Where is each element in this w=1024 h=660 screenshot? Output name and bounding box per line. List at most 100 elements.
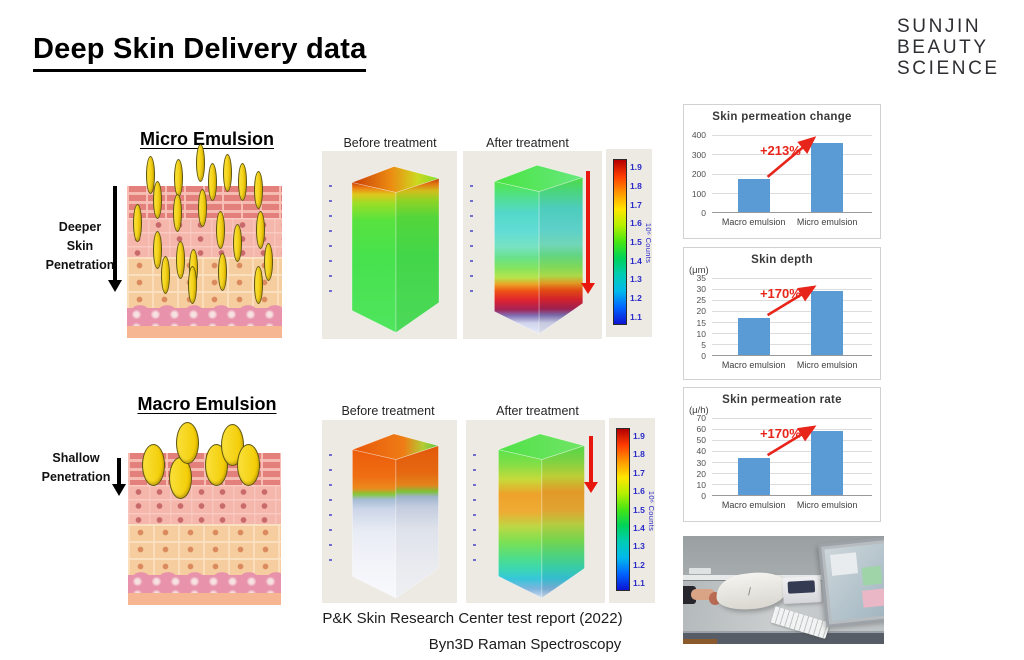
chart-gridline — [712, 484, 872, 485]
chart-title: Skin permeation change — [712, 111, 852, 123]
photo-monitor-screen — [824, 543, 884, 622]
emulsion-droplet — [237, 163, 247, 201]
emulsion-droplet — [172, 194, 182, 232]
y-tick-label: 50 — [696, 435, 706, 446]
growth-arrow-icon — [766, 425, 817, 457]
chart-gridline — [712, 278, 872, 279]
emulsion-droplet — [217, 253, 227, 291]
x-category-label: Macro emulsion — [721, 500, 786, 510]
skin-layer-basal — [127, 300, 282, 326]
micro-emulsion-heading: Micro Emulsion — [139, 129, 274, 149]
emulsion-droplet — [175, 241, 185, 279]
growth-annotation: +170% — [759, 286, 801, 302]
chart-x-axis: Macro emulsion Micro emulsion — [712, 360, 872, 376]
raman-block — [350, 166, 441, 334]
chart-gridline — [712, 462, 872, 463]
chart-x-axis: Macro emulsion Micro emulsion — [712, 500, 872, 516]
photo-desk-edge — [683, 631, 884, 644]
emulsion-droplet — [187, 266, 197, 304]
y-tick-label: 70 — [696, 413, 706, 423]
emulsion-droplet — [263, 243, 273, 281]
colorbar-tick-label: 1.2 — [633, 559, 645, 570]
colorbar-ticks: 1.9 1.8 1.7 1.6 1.5 1.4 1.3 1.2 1.1 — [633, 428, 649, 591]
emulsion-droplet — [152, 181, 162, 219]
y-tick-label: 10 — [696, 479, 706, 490]
macro-colorbar: 1.9 1.8 1.7 1.6 1.5 1.4 1.3 1.2 1.1 10⁶ Counts — [609, 418, 656, 603]
micro-before-label: Before treatment — [343, 136, 437, 150]
chart-skin-permeation-rate: Skin permeation rate (μ/h) 70 60 50 40 30 20 1… — [683, 387, 881, 522]
x-category-label: Micro emulsion — [796, 500, 858, 510]
emulsion-droplet — [173, 159, 183, 197]
y-tick-label: 0 — [701, 351, 706, 361]
chart-gridline — [712, 344, 872, 345]
skin-layer-epidermis — [128, 484, 281, 525]
raman-block — [351, 433, 440, 599]
chart-plot-area: +170% — [712, 418, 872, 496]
y-tick-label: 100 — [691, 188, 706, 199]
y-tick-label: 10 — [696, 328, 706, 339]
colorbar-tick-label: 1.1 — [630, 311, 642, 322]
y-tick-label: 25 — [696, 295, 706, 306]
chart-y-axis: 35 30 25 20 15 10 5 0 — [684, 273, 709, 361]
chart-y-axis: 400 300 200 100 0 — [684, 130, 709, 218]
colorbar-tick-label: 1.6 — [630, 218, 642, 229]
colorbar-tick-label: 1.5 — [630, 237, 642, 247]
y-tick-label: 300 — [691, 149, 706, 160]
chart-gridline — [712, 311, 872, 312]
emulsion-droplet — [255, 211, 265, 249]
colorbar-unit-label: 10⁶ Counts — [644, 222, 653, 264]
chart-x-axis: Macro emulsion Micro emulsion — [712, 217, 872, 233]
micro-before-raman-plot — [322, 151, 457, 339]
photo-wood-trim — [683, 639, 717, 644]
shallow-penetration-arrow-icon — [112, 458, 126, 496]
chart-unit-label: (μ/h) — [689, 405, 709, 416]
colorbar-tick-label: 1.9 — [633, 431, 645, 442]
emulsion-droplet — [175, 422, 199, 464]
chart-skin-permeation-change: Skin permeation change 400 300 200 100 0 +21… — [683, 104, 881, 239]
macro-skin-illustration — [128, 422, 281, 605]
raman-axis-ticks — [329, 185, 332, 305]
chart-title: Skin permeation rate — [722, 394, 842, 406]
chart-bar-micro-emulsion — [811, 142, 844, 212]
y-tick-label: 30 — [696, 284, 706, 295]
deeper-penetration-arrow-icon — [108, 186, 122, 292]
y-tick-label: 200 — [691, 169, 706, 179]
colorbar-tick-label: 1.8 — [630, 180, 642, 191]
micro-after-label: After treatment — [486, 136, 569, 150]
emulsion-droplet — [236, 444, 260, 486]
skin-layer-dermis — [128, 524, 281, 575]
colorbar-tick-label: 1.5 — [633, 504, 645, 515]
x-category-label: Macro emulsion — [721, 360, 786, 370]
logo-line-1: SUNJIN — [897, 16, 982, 37]
chart-gridline — [712, 154, 872, 156]
emulsion-droplet — [145, 156, 155, 194]
x-category-label: Micro emulsion — [796, 217, 858, 227]
chart-bar-macro-emulsion — [737, 457, 770, 495]
colorbar-tick-label: 1.9 — [630, 162, 642, 173]
chart-y-axis: 70 60 50 40 30 20 10 0 — [684, 413, 709, 501]
growth-annotation: +170% — [759, 426, 801, 442]
chart-gridline — [712, 173, 872, 175]
colorbar-tick-label: 1.1 — [633, 577, 645, 588]
macro-emulsion-heading: Macro Emulsion — [137, 394, 277, 414]
colorbar-tick-label: 1.2 — [630, 293, 642, 304]
photo-arm — [691, 588, 715, 600]
chart-gridline — [712, 473, 872, 474]
penetration-depth-arrow-icon — [584, 436, 598, 493]
caption-test-report: P&K Skin Research Center test report (20… — [322, 610, 623, 627]
y-tick-label: 20 — [696, 306, 706, 317]
emulsion-droplet — [197, 189, 207, 227]
chart-gridline — [712, 289, 872, 290]
colorbar-gradient — [616, 428, 630, 591]
emulsion-droplet — [141, 444, 165, 486]
macro-after-label: After treatment — [496, 404, 579, 418]
photo-sample-box — [782, 576, 822, 605]
y-tick-label: 15 — [696, 317, 706, 328]
chart-gridline — [712, 135, 872, 136]
growth-arrow-icon — [766, 285, 817, 317]
colorbar-tick-label: 1.7 — [633, 467, 645, 478]
macro-after-raman-plot — [466, 420, 605, 603]
photo-screen-thumbnail — [862, 588, 884, 608]
logo-line-3: SCIENCE — [897, 58, 1000, 79]
